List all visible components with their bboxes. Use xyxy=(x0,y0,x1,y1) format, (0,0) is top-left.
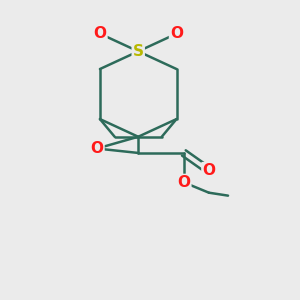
Text: S: S xyxy=(133,44,144,59)
Text: O: O xyxy=(170,26,183,41)
Text: O: O xyxy=(202,163,215,178)
Text: O: O xyxy=(177,175,190,190)
Text: O: O xyxy=(91,141,103,156)
Text: O: O xyxy=(93,26,106,41)
